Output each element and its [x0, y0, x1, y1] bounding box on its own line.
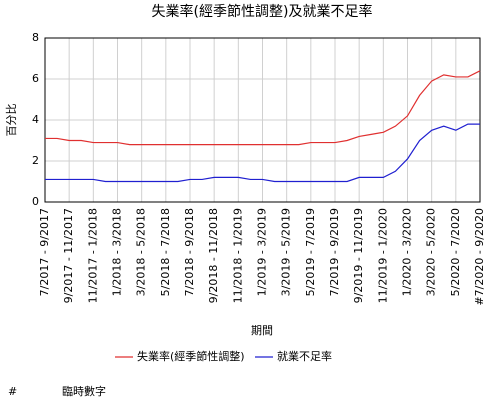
x-tick-label: 9/2019 - 11/2019 — [352, 208, 365, 303]
chart-title: 失業率(經季節性調整)及就業不足率 — [152, 3, 373, 20]
x-tick-label: 5/2018 - 7/2018 — [159, 208, 172, 296]
x-tick-label: 11/2018 - 1/2019 — [231, 208, 244, 303]
y-tick-label: 6 — [32, 72, 39, 85]
x-tick-label: 1/2018 - 3/2018 — [111, 208, 124, 296]
x-tick-label: #7/2020 - 9/2020 — [473, 208, 486, 306]
x-tick-label: 3/2019 - 5/2019 — [280, 208, 293, 296]
x-tick-label: 9/2018 - 11/2018 — [207, 208, 220, 303]
series-line — [45, 70, 481, 146]
legend-label: 就業不足率 — [277, 349, 332, 363]
footnote-symbol: # — [8, 385, 17, 398]
legend-label: 失業率(經季節性調整) — [137, 349, 245, 363]
x-tick-label: 1/2019 - 3/2019 — [256, 208, 269, 296]
x-tick-label: 7/2018 - 9/2018 — [183, 208, 196, 296]
x-tick-label: 1/2020 - 3/2020 — [401, 208, 414, 296]
x-tick-label: 9/2017 - 11/2017 — [62, 208, 75, 303]
y-tick-label: 0 — [32, 195, 39, 208]
plot-frame — [44, 37, 481, 203]
x-tick-label: 5/2020 - 7/2020 — [449, 208, 462, 296]
x-axis-title: 期間 — [251, 324, 273, 337]
y-tick-label: 2 — [32, 154, 39, 167]
footnote-text: 臨時數字 — [62, 384, 106, 398]
x-tick-label: 7/2019 - 9/2019 — [328, 208, 341, 296]
x-tick-label: 11/2019 - 1/2020 — [376, 208, 389, 303]
x-tick-label: 11/2017 - 1/2018 — [86, 208, 99, 303]
y-tick-label: 4 — [32, 113, 39, 126]
x-tick-label: 7/2017 - 9/2017 — [38, 208, 51, 296]
series-line — [45, 123, 480, 183]
x-tick-label: 5/2019 - 7/2019 — [304, 208, 317, 296]
y-tick-label: 8 — [32, 31, 39, 44]
x-tick-label: 3/2018 - 5/2018 — [135, 208, 148, 296]
y-axis-title: 百分比 — [5, 104, 18, 137]
x-tick-label: 3/2020 - 5/2020 — [425, 208, 438, 296]
